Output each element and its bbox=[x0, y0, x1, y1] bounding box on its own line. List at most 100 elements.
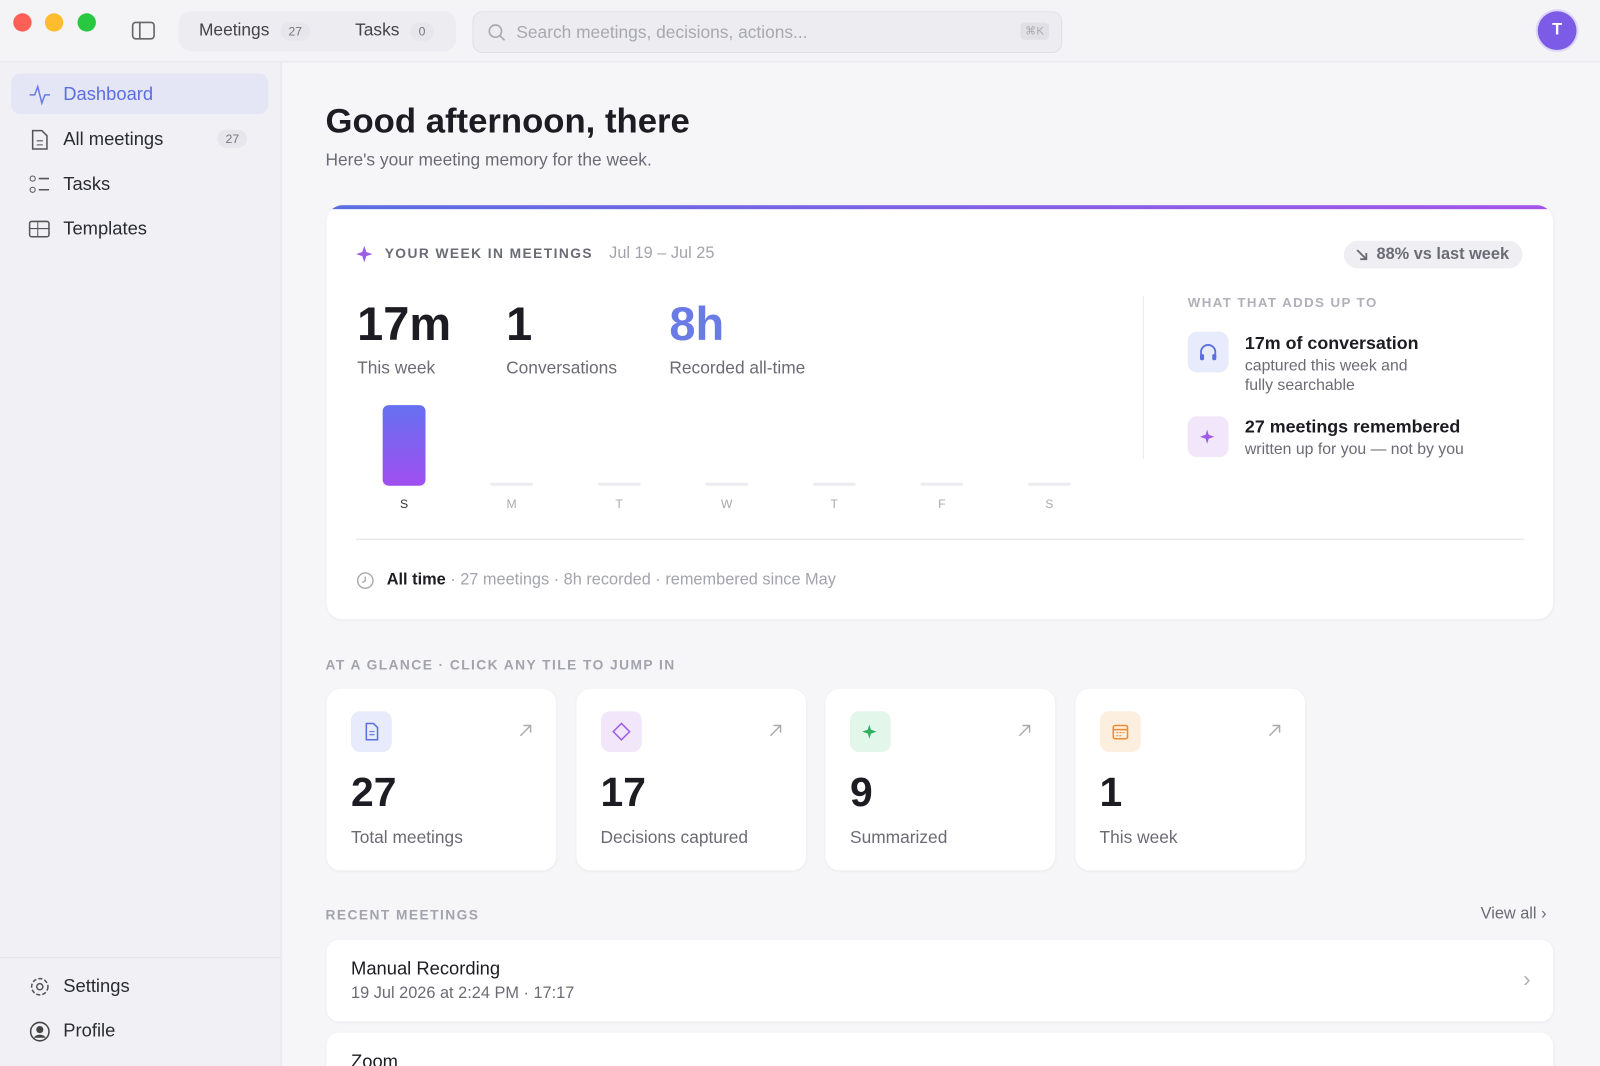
bar-track bbox=[812, 482, 856, 486]
card-divider bbox=[356, 538, 1525, 540]
nav-item[interactable]: Profile bbox=[63, 1020, 116, 1041]
meeting-title: Manual Recording bbox=[351, 958, 501, 979]
nav-item[interactable]: All meetings bbox=[63, 128, 164, 149]
day-label: S bbox=[1045, 497, 1053, 511]
day-label: M bbox=[507, 497, 517, 511]
recent-title: RECENT MEETINGS bbox=[325, 907, 480, 923]
tile-icon bbox=[600, 711, 642, 753]
trend-text: 88% vs last week bbox=[1376, 245, 1510, 264]
meeting-row[interactable]: Manual Recording 19 Jul 2026 at 2:24 PM … bbox=[326, 939, 1554, 1022]
all-time-line: All time · 27 meetings · 8h recorded · r… bbox=[387, 571, 836, 589]
adds-up-title: WHAT THAT ADDS UP TO bbox=[1187, 294, 1378, 311]
tab-label: Meetings bbox=[198, 20, 270, 40]
bar-track bbox=[597, 482, 641, 486]
nav-icon bbox=[28, 220, 50, 238]
tile-label: Total meetings bbox=[351, 827, 463, 847]
tile-icon bbox=[351, 711, 392, 753]
bar-track bbox=[490, 482, 534, 486]
adds-up-item-text: captured this week and fully searchable bbox=[1244, 357, 1408, 394]
column-divider bbox=[1142, 295, 1144, 460]
sidebar-divider bbox=[0, 957, 281, 959]
window-controls bbox=[13, 13, 155, 40]
tile-icon bbox=[849, 711, 891, 753]
bar bbox=[382, 405, 426, 486]
nav-item[interactable]: Tasks bbox=[63, 173, 111, 194]
view-all[interactable]: View all › bbox=[1480, 905, 1547, 923]
bar-track bbox=[920, 482, 964, 486]
stat-value: 8h bbox=[669, 296, 725, 350]
tab-tasks[interactable]: Tasks 0 bbox=[355, 20, 434, 41]
nav-active-bg bbox=[11, 73, 269, 115]
day-label: T bbox=[615, 497, 623, 511]
page-title: Good afternoon, there bbox=[325, 102, 690, 141]
adds-up-item-title: 27 meetings remembered bbox=[1244, 416, 1461, 437]
day-label: F bbox=[938, 497, 945, 511]
page-subtitle: Here's your meeting memory for the week. bbox=[325, 149, 652, 170]
search-box[interactable]: Search meetings, decisions, actions... ⌘… bbox=[472, 11, 1063, 54]
avatar[interactable]: T bbox=[1537, 11, 1577, 50]
meeting-row[interactable]: Zoom bbox=[326, 1032, 1554, 1066]
tile-label: This week bbox=[1099, 827, 1178, 847]
tile-label: Summarized bbox=[849, 827, 948, 847]
tab-label: Tasks bbox=[355, 20, 400, 40]
week-card bbox=[326, 205, 1554, 620]
sparkle-icon bbox=[356, 245, 373, 263]
day-label: T bbox=[831, 497, 839, 511]
chevron: › bbox=[1523, 966, 1531, 992]
tile-label: Decisions captured bbox=[600, 827, 749, 847]
nav-item[interactable]: Dashboard bbox=[63, 83, 154, 105]
week-range: Jul 19 – Jul 25 bbox=[609, 244, 715, 263]
sidebar bbox=[0, 0, 282, 1066]
search-icon bbox=[488, 24, 506, 41]
tile-value: 17 bbox=[600, 770, 646, 816]
jump-arrow bbox=[1018, 724, 1031, 737]
sparkle-icon-box bbox=[1187, 416, 1229, 458]
glance-tile[interactable]: 27 Total meetings bbox=[326, 688, 557, 871]
nav-icon bbox=[31, 129, 48, 150]
stat-label: Conversations bbox=[506, 358, 618, 378]
tab-meetings[interactable]: Meetings 27 bbox=[198, 20, 311, 41]
tile-value: 27 bbox=[351, 770, 397, 816]
tile-icon bbox=[1099, 711, 1141, 753]
bar-track bbox=[705, 482, 749, 486]
meeting-title: Zoom bbox=[351, 1051, 398, 1066]
glance-tile[interactable]: 9 Summarized bbox=[825, 688, 1056, 871]
clock-icon bbox=[356, 572, 374, 589]
nav-item[interactable]: Settings bbox=[63, 975, 130, 996]
stat-value: 17m bbox=[357, 296, 452, 350]
trend-badge: 88% vs last week bbox=[1343, 240, 1523, 269]
tile-value: 9 bbox=[849, 770, 873, 816]
trend-arrow bbox=[1356, 249, 1368, 261]
glance-title: AT A GLANCE · CLICK ANY TILE TO JUMP IN bbox=[325, 657, 676, 673]
all-time-label: All time bbox=[386, 571, 446, 589]
stat-value: 1 bbox=[506, 296, 533, 350]
card-accent bbox=[326, 205, 1554, 210]
tab-count: 0 bbox=[410, 22, 434, 41]
day-label: W bbox=[721, 497, 733, 511]
all-time-text: · 27 meetings · 8h recorded · remembered… bbox=[450, 571, 836, 589]
stat-label: This week bbox=[357, 358, 436, 378]
nav-item[interactable]: Templates bbox=[63, 218, 147, 239]
tab-group bbox=[178, 11, 457, 52]
search-placeholder: Search meetings, decisions, actions... bbox=[516, 22, 808, 42]
nav-icon bbox=[29, 84, 50, 106]
stat-label: Recorded all-time bbox=[669, 358, 806, 378]
jump-arrow bbox=[769, 724, 781, 737]
adds-up-item-title: 17m of conversation bbox=[1244, 332, 1419, 354]
view-all-text: View all bbox=[1480, 905, 1537, 923]
glance-tile[interactable]: 17 Decisions captured bbox=[576, 688, 806, 871]
meeting-meta: 19 Jul 2026 at 2:24 PM · 17:17 bbox=[351, 984, 575, 1003]
nav-icon bbox=[29, 175, 49, 193]
headphones-icon bbox=[1187, 331, 1229, 373]
jump-arrow bbox=[519, 724, 532, 737]
bar-track bbox=[1027, 482, 1071, 486]
glance-tile[interactable]: 1 This week bbox=[1074, 688, 1305, 871]
jump-arrow bbox=[1268, 724, 1280, 737]
day-label: S bbox=[400, 497, 408, 511]
search-shortcut: ⌘K bbox=[1020, 22, 1049, 40]
adds-up-item-text: written up for you — not by you bbox=[1244, 440, 1464, 459]
tile-value: 1 bbox=[1099, 770, 1123, 816]
week-label: YOUR WEEK IN MEETINGS bbox=[384, 245, 594, 262]
settings-icon bbox=[30, 977, 49, 996]
